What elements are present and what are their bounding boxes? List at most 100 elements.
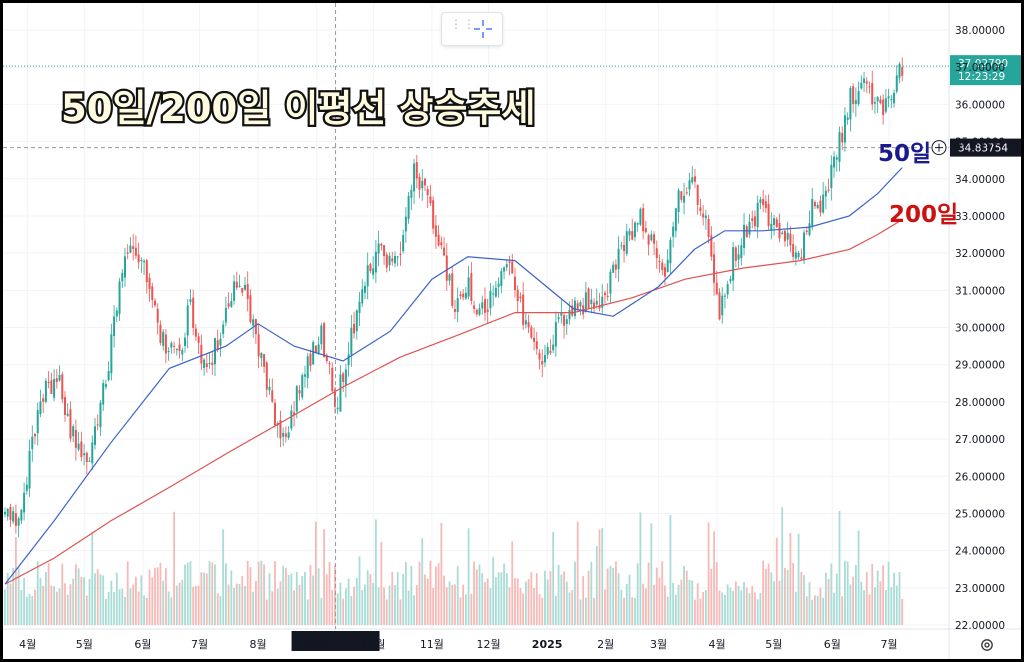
candle-body [516,289,519,302]
volume-bar [55,591,58,625]
volume-bar [857,530,860,625]
candle-body [306,356,309,378]
candle-body [385,254,388,268]
volume-bar [331,589,334,625]
volume-bar [355,578,358,625]
volume-bar [773,581,775,625]
candle-body [369,263,372,272]
volume-bar [584,597,587,625]
candle-body [764,201,767,209]
volume-bar [227,584,230,625]
volume-bar [64,583,66,625]
candle-body [282,432,285,437]
volume-bar [216,593,219,625]
candle-body [342,373,345,382]
volume-bar [317,568,320,625]
candle-body [336,407,339,410]
candle-body [104,384,107,388]
volume-bar [88,578,91,625]
candle-body [863,78,866,83]
volume-bar [184,564,186,625]
volume-bar [732,590,735,625]
candle-body [421,180,424,189]
volume-bar [658,577,661,625]
volume-bar [233,587,235,625]
volume-bar [159,562,162,625]
candle-body [459,294,462,297]
candle-body [803,232,806,260]
volume-bar [568,592,571,625]
candle-body [134,247,137,256]
floating-drawing-toolbar[interactable]: ⋮⋮ [441,12,503,46]
volume-bar [39,577,42,625]
candle-body [453,309,456,312]
candle-body [273,402,276,426]
volume-bar [350,595,353,625]
settings-gear-icon[interactable] [979,637,995,653]
candle-body [99,402,102,428]
volume-bar [402,573,405,625]
price-tick-label: 36.00000 [955,99,1005,111]
time-tick-label: 10월 [361,638,385,651]
candle-body [181,350,184,355]
candle-body [895,75,898,92]
candle-body [593,302,596,309]
crosshair-tool-icon[interactable] [473,19,493,39]
volume-bar [734,581,737,625]
volume-bar [298,584,301,625]
volume-bar [421,538,424,625]
volume-bar [404,562,407,625]
candle-body [323,323,326,358]
candle-body [312,342,315,365]
candle-body [533,337,536,342]
volume-bar [743,582,745,625]
volume-bar [805,596,808,625]
candle-body [813,202,816,207]
candle-body [456,298,459,313]
price-tick-label: 22.00000 [955,620,1005,632]
candle-body [50,380,53,394]
candle-body [737,254,740,260]
candle-body [33,433,36,437]
candle-body [6,508,9,517]
volume-bar [511,541,514,625]
candle-body [317,344,320,355]
volume-bar [306,599,309,625]
moving-average-lines [4,167,903,585]
price-tick-label: 28.00000 [955,397,1005,409]
candle-body [887,96,890,99]
candle-body [718,292,721,320]
volume-bar [366,570,369,625]
volume-bar [486,578,489,625]
candle-body [704,215,707,219]
candle-body [748,221,751,235]
drag-handle-icon[interactable]: ⋮⋮ [450,17,476,31]
candle-body [183,337,186,346]
volume-bar [105,599,107,625]
volume-bar [696,583,699,625]
volume-bar [778,580,781,625]
candle-body [224,307,227,323]
candle-body [696,185,699,205]
volume-bar [669,515,672,625]
volume-bar [579,599,582,625]
volume-bar [72,578,75,625]
overlay-labels: 50일/200일 이평선 상승추세 50일 200일 [59,85,958,228]
candle-body [576,303,579,309]
volume-bar [797,533,800,625]
volume-bar [156,567,159,625]
volume-bar [17,567,20,625]
volume-bar [197,585,200,625]
candle-body [93,426,96,445]
candle-body [503,267,506,272]
volume-bar [849,584,852,625]
candle-body [83,453,86,456]
candle-body [767,203,770,226]
volume-bar [680,579,683,625]
volume-bar [470,593,473,625]
volume-bar [655,567,658,625]
volume-bar [473,561,475,625]
volume-bar [497,572,500,625]
volume-bar [407,590,410,625]
